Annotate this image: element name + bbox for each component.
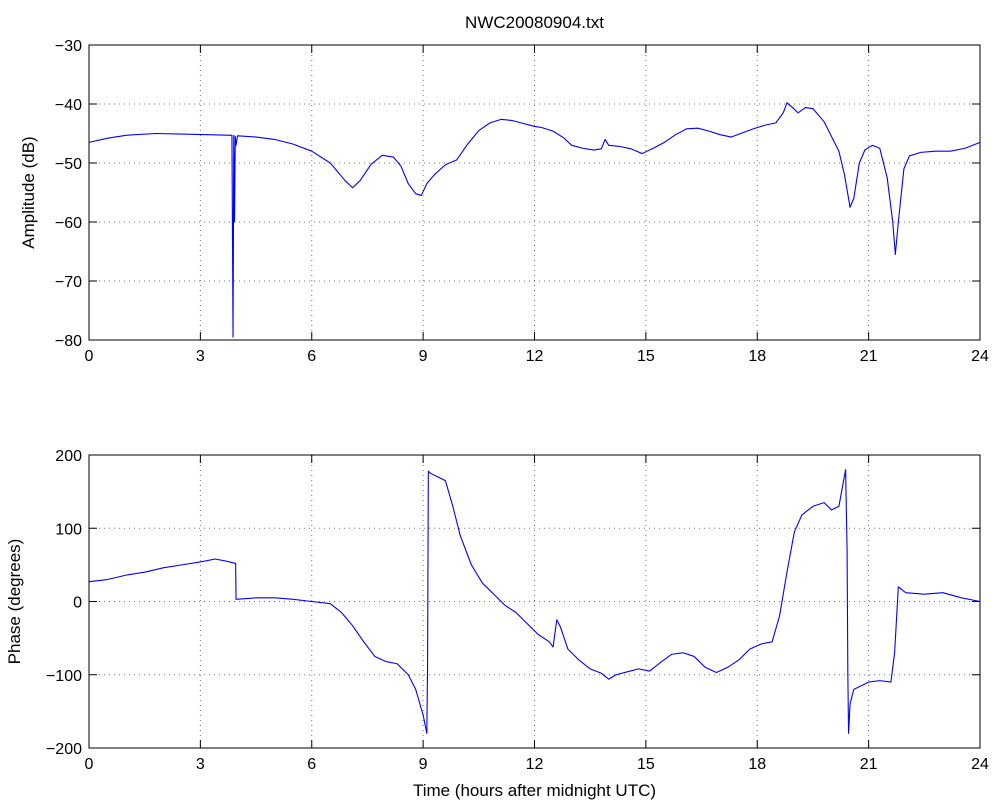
amplitude-x-tick-label: 21 (860, 348, 878, 365)
amplitude-x-tick-label: 12 (526, 348, 544, 365)
phase-x-tick-label: 24 (971, 756, 989, 773)
phase-y-tick-label: 0 (73, 595, 82, 612)
phase-y-axis-label: Phase (degrees) (5, 539, 24, 665)
phase-series-line (88, 469, 981, 734)
phase-x-tick-label: 0 (85, 756, 94, 773)
amplitude-y-axis-label: Amplitude (dB) (19, 136, 38, 248)
amplitude-y-tick-label: −40 (55, 97, 82, 114)
amplitude-x-tick-label: 0 (85, 348, 94, 365)
phase-x-tick-label: 15 (637, 756, 655, 773)
amplitude-y-tick-label: −70 (55, 274, 82, 291)
amplitude-x-tick-label: 9 (419, 348, 428, 365)
amplitude-y-tick-label: −50 (55, 156, 82, 173)
phase-grid (89, 455, 980, 748)
amplitude-y-tick-label: −80 (55, 333, 82, 350)
amplitude-ticks: 0 3 6 9 12 15 18 21 24 −30 −40 −50 −60 −70 −80 (55, 38, 989, 365)
phase-y-tick-label: 100 (55, 521, 82, 538)
phase-x-tick-label: 12 (526, 756, 544, 773)
phase-y-tick-label: −200 (46, 741, 82, 758)
phase-x-axis-label: Time (hours after midnight UTC) (413, 781, 656, 800)
phase-plot: 0 3 6 9 12 15 18 21 24 200 100 0 −100 −200 Phase (deg… (5, 448, 989, 800)
amplitude-x-tick-label: 15 (637, 348, 655, 365)
phase-x-tick-label: 18 (748, 756, 766, 773)
amplitude-plot: 0 3 6 9 12 15 18 21 24 −30 −40 −50 −60 −70 −80 NWC2008… (19, 13, 989, 365)
phase-x-tick-label: 6 (307, 756, 316, 773)
amplitude-y-tick-label: −60 (55, 215, 82, 232)
amplitude-x-tick-label: 3 (196, 348, 205, 365)
amplitude-x-tick-label: 6 (307, 348, 316, 365)
amplitude-grid (89, 45, 980, 340)
phase-x-tick-label: 3 (196, 756, 205, 773)
amplitude-y-tick-label: −30 (55, 38, 82, 55)
chart-title: NWC20080904.txt (465, 13, 604, 32)
amplitude-x-tick-label: 18 (748, 348, 766, 365)
phase-x-tick-label: 9 (419, 756, 428, 773)
amplitude-series-line (88, 102, 981, 338)
phase-x-tick-label: 21 (860, 756, 878, 773)
amplitude-x-tick-label: 24 (971, 348, 989, 365)
phase-y-tick-label: −100 (46, 668, 82, 685)
phase-ticks: 0 3 6 9 12 15 18 21 24 200 100 0 −100 −200 (46, 448, 989, 773)
phase-y-tick-label: 200 (55, 448, 82, 465)
